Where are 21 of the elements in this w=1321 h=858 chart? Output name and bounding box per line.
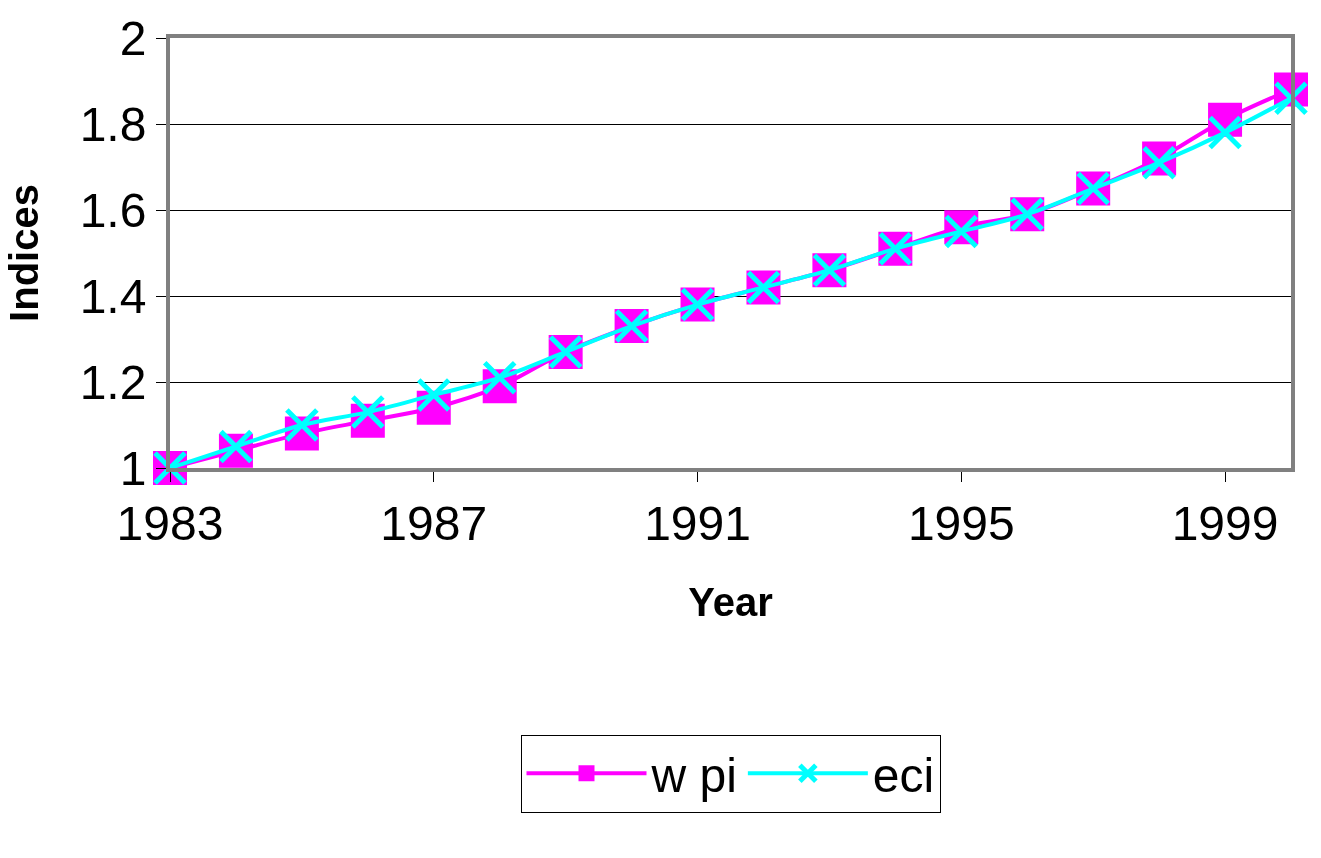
- y-tick-label: 1.4: [79, 269, 147, 323]
- x-tick-label: 1995: [907, 496, 1015, 550]
- x-tick-label: 1999: [1171, 496, 1279, 550]
- x-tick-label: 1991: [644, 496, 751, 550]
- y-axis-title: Indices: [1, 184, 46, 322]
- point: [1273, 80, 1309, 116]
- point: [350, 394, 386, 430]
- legend-label: eci: [872, 749, 935, 803]
- y-tick-label: 1: [119, 441, 147, 495]
- point: [1207, 115, 1243, 151]
- point: [416, 377, 452, 413]
- y-tick-label: 2: [119, 11, 147, 65]
- point: [284, 407, 320, 443]
- x-tick-label: 1987: [380, 496, 488, 550]
- x-axis-title: Year: [688, 579, 773, 624]
- y-tick-label: 1.2: [79, 355, 147, 409]
- y-tick-label: 1.6: [79, 183, 147, 237]
- y-tick-label: 1.8: [79, 97, 147, 151]
- legend-label: w pi: [650, 749, 737, 803]
- x-tick-label: 1983: [116, 496, 224, 550]
- point: [482, 360, 518, 396]
